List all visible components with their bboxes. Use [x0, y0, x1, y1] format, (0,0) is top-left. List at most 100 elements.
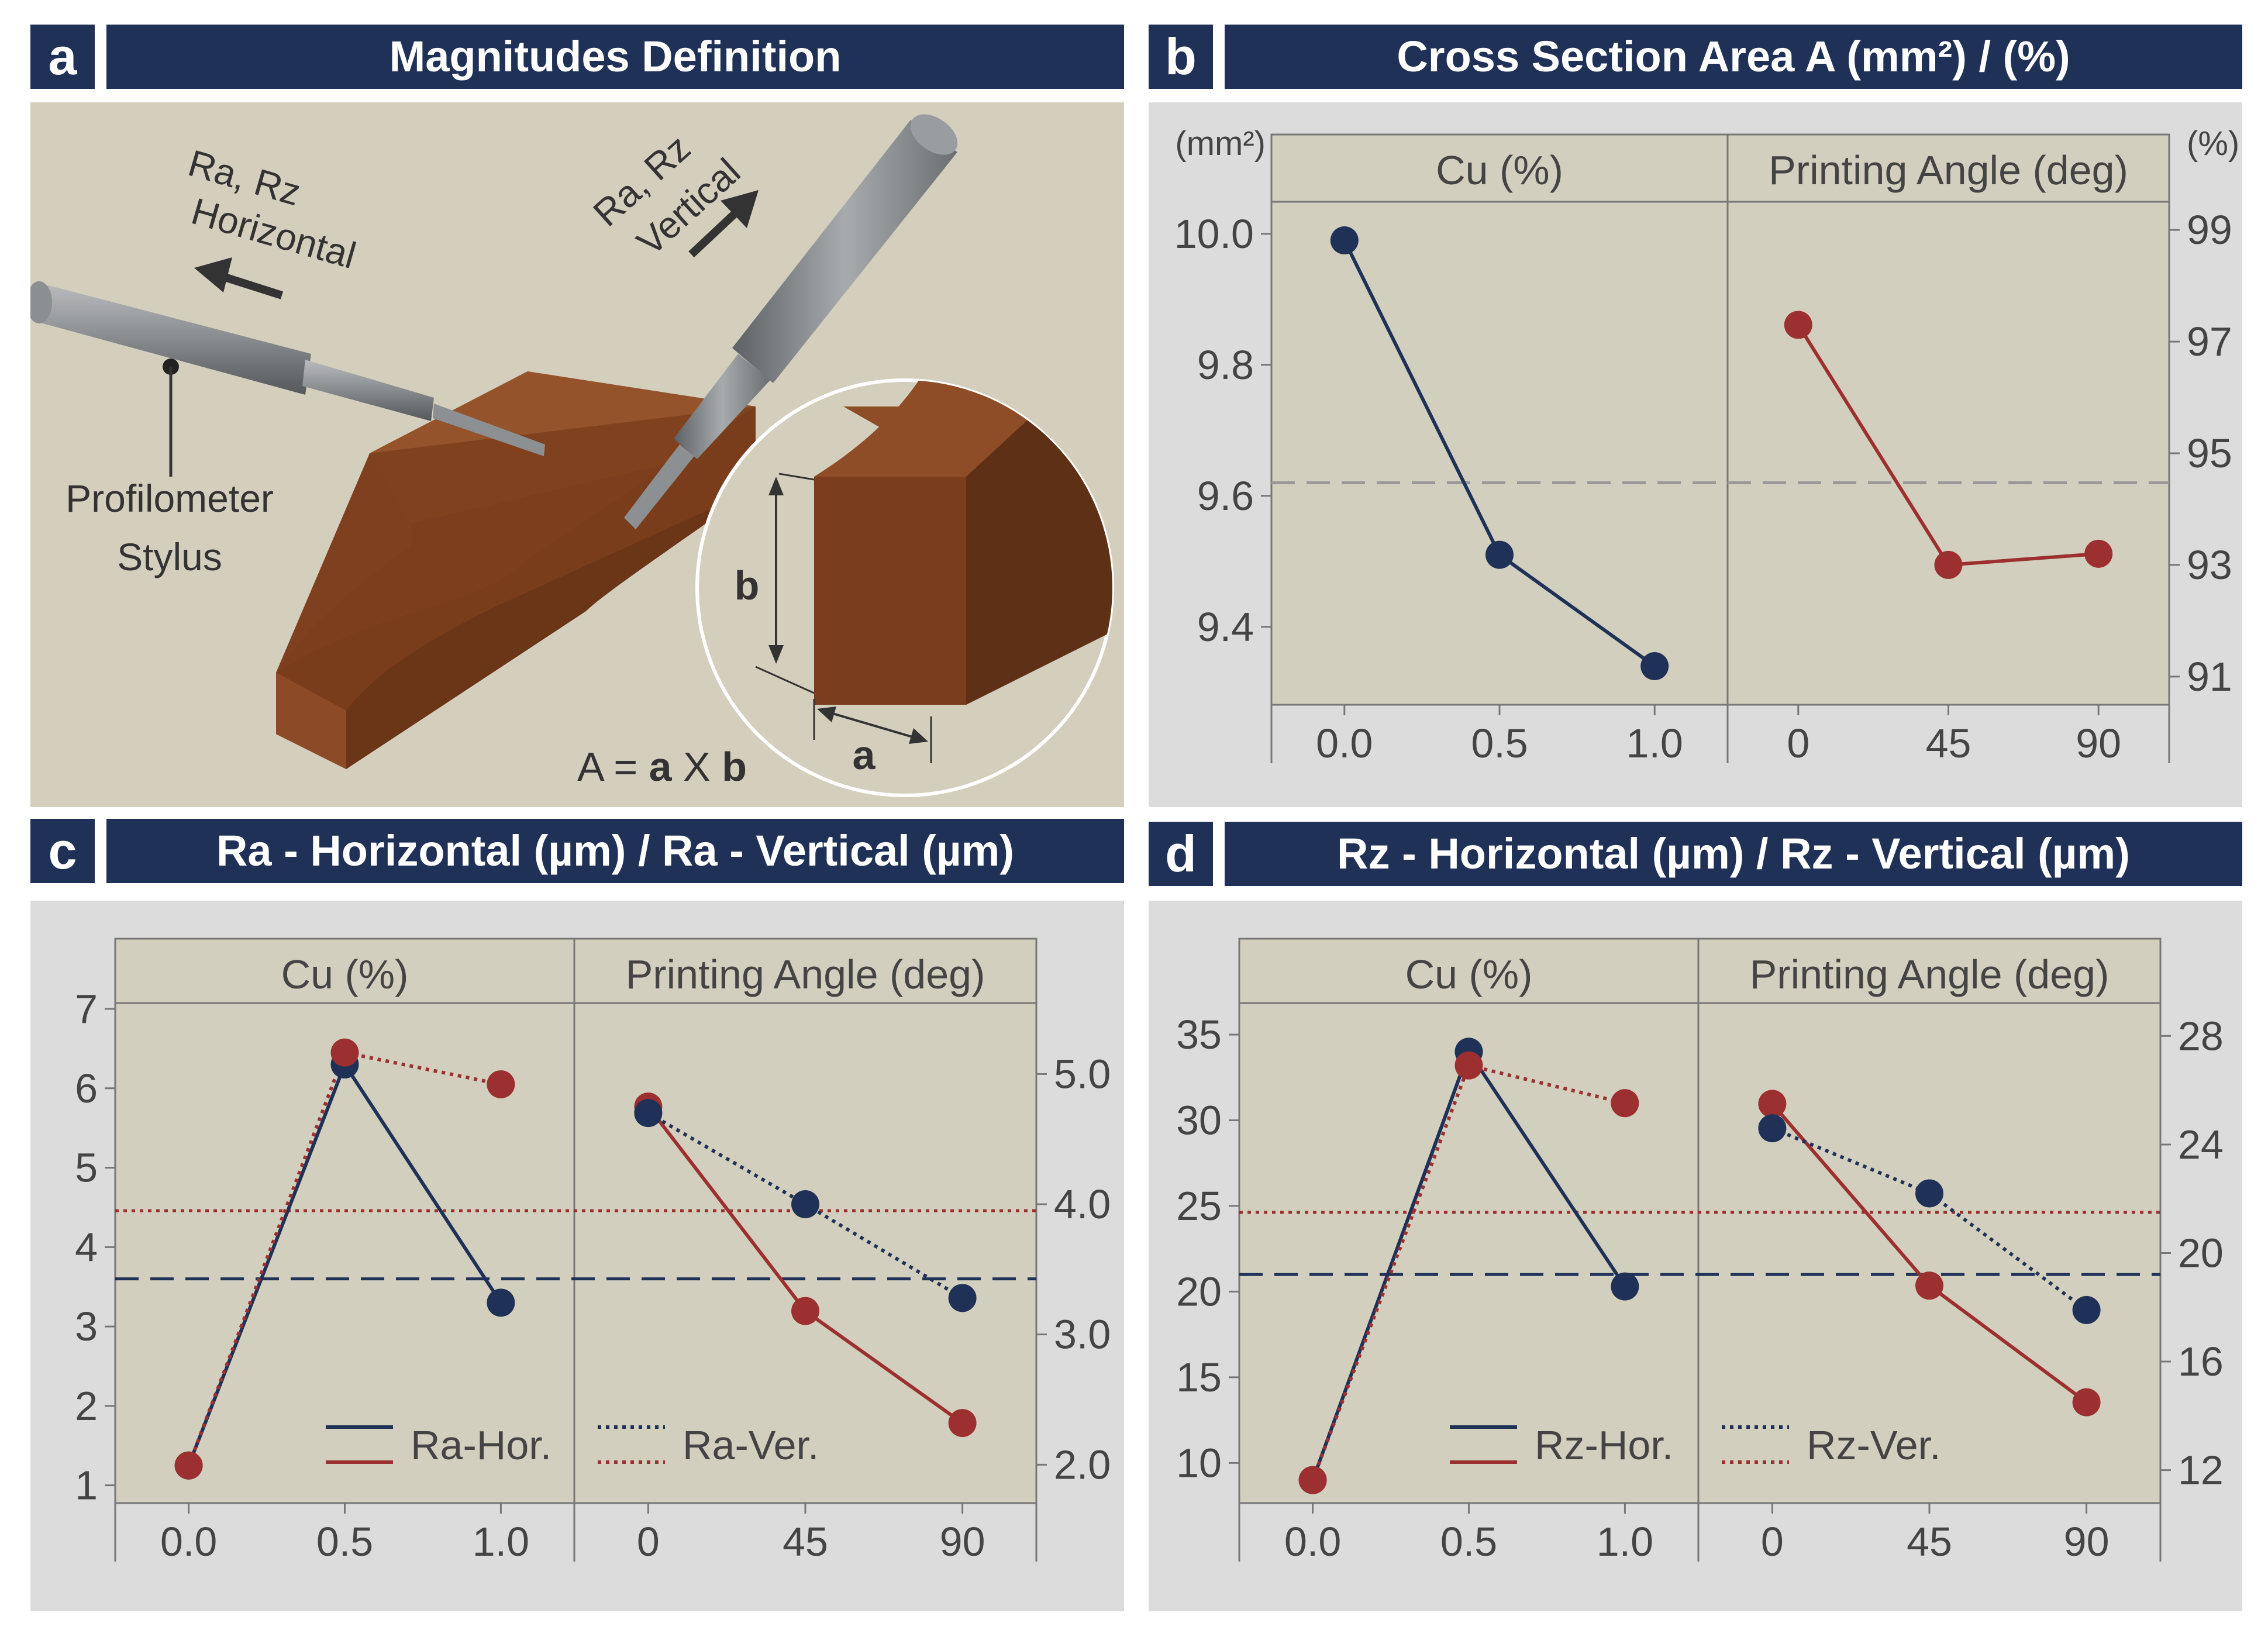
- left-y-tick-label: 9.8: [1197, 342, 1254, 388]
- measurement-illustration: Ra, Rz Horizontal Ra, Rz Vertical Profil…: [26, 114, 1114, 797]
- right-y-tick-label: 16: [2178, 1339, 2224, 1384]
- data-point: [2072, 1388, 2101, 1417]
- x-tick-label: 0.0: [1316, 721, 1373, 766]
- stylus-horizontal: [26, 281, 545, 477]
- left-y-tick-label: 35: [1176, 1012, 1222, 1057]
- data-point: [791, 1190, 819, 1218]
- data-point: [1758, 1114, 1787, 1143]
- x-tick-label: 90: [2076, 721, 2121, 766]
- data-point: [1915, 1271, 1943, 1300]
- facet-title: Cu (%): [281, 952, 409, 997]
- left-y-tick-label: 25: [1176, 1183, 1222, 1229]
- data-point: [1784, 311, 1812, 339]
- panel-d-title: Rz - Horizontal (µm) / Rz - Vertical (µm…: [1225, 822, 2242, 886]
- chart-cross-section-area: Cu (%) Printing Angle (deg) 0.0 0.5 1.0 0 45 90…: [1174, 125, 2239, 766]
- left-y-tick-label: 6: [75, 1066, 98, 1111]
- data-point: [1611, 1089, 1639, 1118]
- panel-c-title: Ra - Horizontal (µm) / Ra - Vertical (µm…: [106, 819, 1124, 883]
- right-y-tick-label: 91: [2187, 654, 2232, 699]
- data-point: [487, 1070, 515, 1098]
- data-point: [1454, 1051, 1483, 1080]
- facet-title: Printing Angle (deg): [1769, 147, 2128, 193]
- data-point: [1758, 1090, 1787, 1118]
- data-point: [1298, 1466, 1327, 1494]
- facet-title: Cu (%): [1436, 147, 1563, 193]
- panel-a-title: Magnitudes Definition: [106, 25, 1124, 89]
- left-y-tick-label: 10.0: [1174, 211, 1254, 257]
- x-tick-label: 45: [1926, 721, 1971, 766]
- right-y-tick-label: 97: [2187, 319, 2232, 364]
- left-axis-unit: (mm²): [1175, 125, 1266, 163]
- panel-b-letter: b: [1149, 25, 1213, 89]
- chart-rz-roughness: Cu (%) Printing Angle (deg) 0.0 0.5 1.0 0 45 90…: [1176, 938, 2224, 1564]
- facet-title: Cu (%): [1405, 952, 1533, 997]
- left-y-tick-label: 9.6: [1197, 473, 1254, 519]
- legend-label: Ra-Hor.: [411, 1422, 552, 1468]
- plot-area: [114, 938, 1038, 1504]
- x-tick-label: 0: [1761, 1519, 1784, 1564]
- direction-arrows: [194, 190, 759, 299]
- data-point: [1934, 550, 1963, 579]
- label-profilometer: Profilometer: [66, 477, 274, 520]
- x-tick-label: 0.5: [1440, 1519, 1497, 1564]
- left-y-tick-label: 7: [75, 986, 98, 1032]
- dim-a-label: a: [853, 732, 876, 778]
- x-tick-label: 1.0: [1626, 721, 1683, 766]
- panel-c-body: Cu (%) Printing Angle (deg) 0.0 0.5 1.0 0 45 90…: [30, 901, 1124, 1611]
- right-y-tick-label: 2.0: [1054, 1442, 1111, 1487]
- chart-ra-roughness: Cu (%) Printing Angle (deg)0.0 0.5 1.0 0 45 90…: [75, 938, 1111, 1564]
- facet-title: Printing Angle (deg): [626, 952, 985, 997]
- left-y-tick-label: 3: [75, 1304, 98, 1349]
- left-y-tick-label: 4: [75, 1224, 98, 1270]
- x-tick-label: 0: [637, 1519, 660, 1564]
- data-point: [487, 1288, 515, 1317]
- x-tick-label: 90: [940, 1519, 985, 1564]
- panel-a-body: Ra, Rz Horizontal Ra, Rz Vertical Profil…: [26, 102, 1124, 807]
- data-point: [948, 1284, 977, 1312]
- right-y-tick-label: 95: [2187, 430, 2232, 476]
- panel-b-body: Cu (%) Printing Angle (deg) 0.0 0.5 1.0 0 45 90…: [1149, 102, 2242, 807]
- panel-a-header: a Magnitudes Definition: [30, 25, 1124, 89]
- x-tick-label: 90: [2064, 1519, 2110, 1564]
- x-tick-label: 0.5: [316, 1519, 373, 1564]
- left-y-tick-label: 2: [75, 1383, 98, 1429]
- left-y-tick-label: 9.4: [1197, 604, 1254, 650]
- x-tick-label: 0.5: [1471, 721, 1528, 766]
- left-y-tick-label: 15: [1176, 1355, 1222, 1400]
- area-formula: A = a X b: [577, 744, 747, 790]
- x-tick-label: 1.0: [473, 1519, 529, 1564]
- x-tick-label: 1.0: [1597, 1519, 1653, 1564]
- stylus-vertical: [624, 114, 958, 529]
- left-y-tick-label: 5: [75, 1145, 98, 1191]
- data-point: [1330, 226, 1359, 254]
- right-y-tick-label: 4.0: [1054, 1181, 1111, 1227]
- x-tick-label: 45: [1907, 1519, 1952, 1564]
- right-y-tick-label: 99: [2187, 207, 2232, 253]
- panel-b-title: Cross Section Area A (mm²) / (%): [1225, 25, 2242, 89]
- data-point: [791, 1297, 819, 1325]
- plot-area: [1238, 938, 2162, 1504]
- data-point: [2072, 1295, 2101, 1324]
- right-y-tick-label: 12: [2178, 1448, 2224, 1493]
- x-tick-label: 0.0: [160, 1519, 217, 1564]
- x-tick-label: 0: [1787, 721, 1809, 766]
- right-y-tick-label: 24: [2178, 1122, 2224, 1167]
- panel-c-header: c Ra - Horizontal (µm) / Ra - Vertical (…: [30, 819, 1124, 883]
- data-point: [2084, 539, 2113, 568]
- panel-d-letter: d: [1149, 822, 1213, 886]
- left-y-tick-label: 30: [1176, 1097, 1222, 1143]
- data-point: [1915, 1179, 1943, 1208]
- right-y-tick-label: 28: [2178, 1013, 2224, 1059]
- panel-b-header: b Cross Section Area A (mm²) / (%): [1149, 25, 2242, 89]
- label-stylus: Stylus: [117, 535, 222, 578]
- left-y-tick-label: 1: [75, 1463, 98, 1508]
- right-axis-unit: (%): [2187, 125, 2239, 163]
- panel-d-body: Cu (%) Printing Angle (deg) 0.0 0.5 1.0 0 45 90…: [1149, 901, 2242, 1611]
- x-tick-label: 0.0: [1284, 1519, 1341, 1564]
- right-y-tick-label: 5.0: [1054, 1051, 1111, 1097]
- x-tick-label: 45: [783, 1519, 828, 1564]
- right-y-tick-label: 93: [2187, 542, 2232, 588]
- legend-label: Rz-Ver.: [1807, 1422, 1941, 1468]
- data-point: [1640, 652, 1669, 680]
- left-y-tick-label: 20: [1176, 1269, 1222, 1314]
